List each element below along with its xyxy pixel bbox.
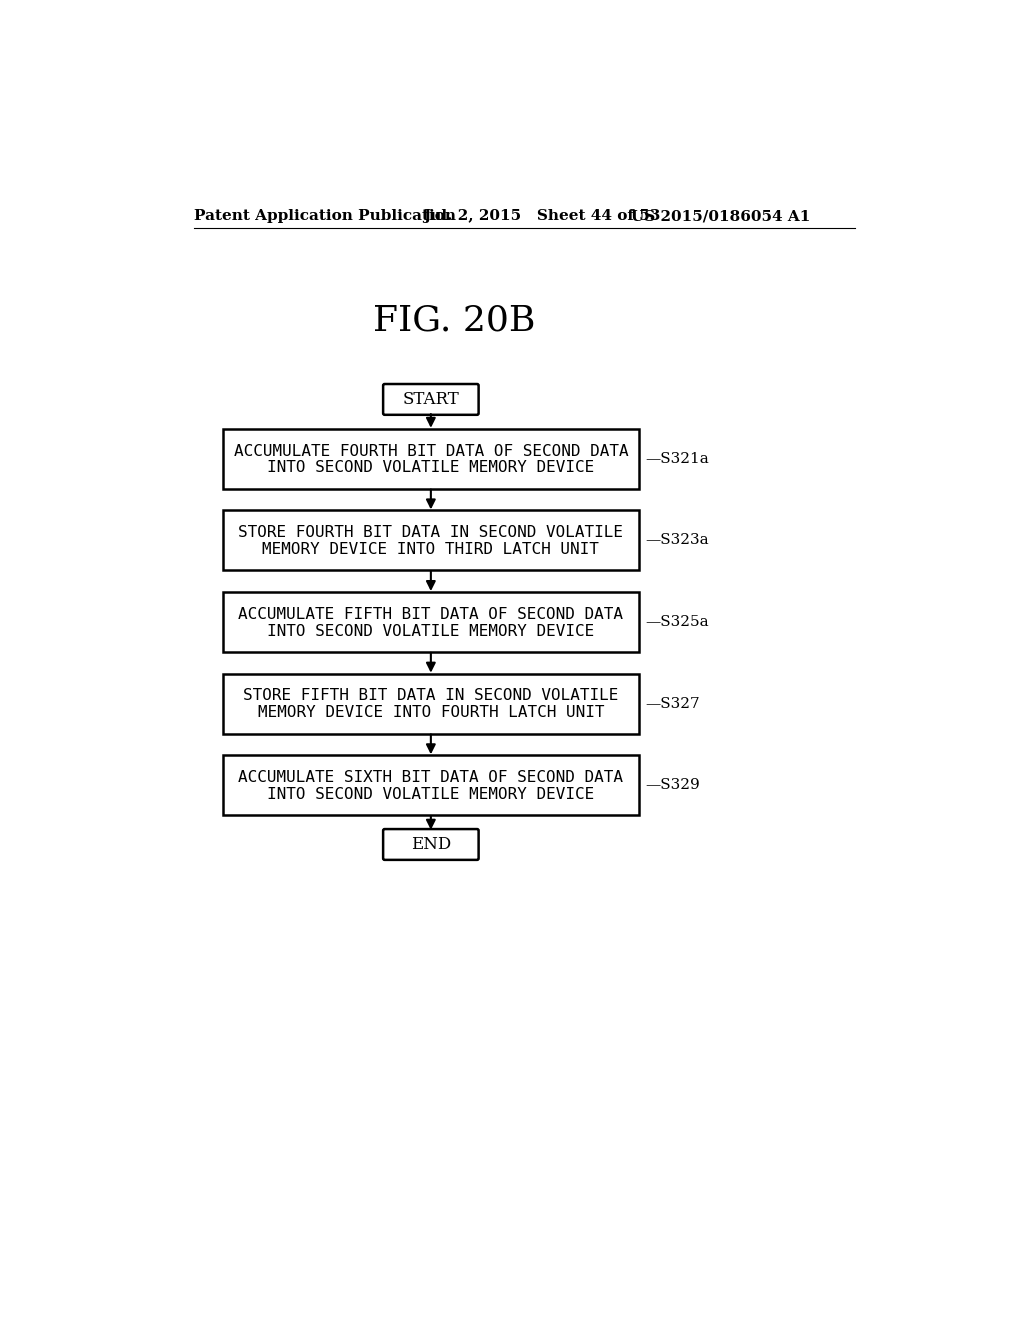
Text: —S323a: —S323a: [645, 533, 709, 548]
Text: Patent Application Publication: Patent Application Publication: [195, 209, 457, 223]
Text: —S325a: —S325a: [645, 615, 709, 628]
Text: —S329: —S329: [645, 779, 699, 792]
Text: —S321a: —S321a: [645, 451, 709, 466]
Text: Jul. 2, 2015   Sheet 44 of 53: Jul. 2, 2015 Sheet 44 of 53: [423, 209, 660, 223]
FancyBboxPatch shape: [223, 673, 639, 734]
Text: MEMORY DEVICE INTO THIRD LATCH UNIT: MEMORY DEVICE INTO THIRD LATCH UNIT: [262, 543, 599, 557]
Text: FIG. 20B: FIG. 20B: [373, 304, 536, 337]
Text: ACCUMULATE FOURTH BIT DATA OF SECOND DATA: ACCUMULATE FOURTH BIT DATA OF SECOND DAT…: [233, 444, 628, 458]
Text: US 2015/0186054 A1: US 2015/0186054 A1: [631, 209, 810, 223]
Text: MEMORY DEVICE INTO FOURTH LATCH UNIT: MEMORY DEVICE INTO FOURTH LATCH UNIT: [258, 705, 604, 721]
Text: END: END: [411, 836, 451, 853]
Text: INTO SECOND VOLATILE MEMORY DEVICE: INTO SECOND VOLATILE MEMORY DEVICE: [267, 787, 595, 803]
Text: START: START: [402, 391, 459, 408]
FancyBboxPatch shape: [223, 429, 639, 488]
Text: INTO SECOND VOLATILE MEMORY DEVICE: INTO SECOND VOLATILE MEMORY DEVICE: [267, 623, 595, 639]
Text: STORE FIFTH BIT DATA IN SECOND VOLATILE: STORE FIFTH BIT DATA IN SECOND VOLATILE: [243, 688, 618, 704]
Text: —S327: —S327: [645, 697, 699, 710]
FancyBboxPatch shape: [223, 755, 639, 816]
Text: ACCUMULATE FIFTH BIT DATA OF SECOND DATA: ACCUMULATE FIFTH BIT DATA OF SECOND DATA: [239, 607, 624, 622]
Text: STORE FOURTH BIT DATA IN SECOND VOLATILE: STORE FOURTH BIT DATA IN SECOND VOLATILE: [239, 525, 624, 540]
FancyBboxPatch shape: [223, 591, 639, 652]
FancyBboxPatch shape: [383, 829, 478, 859]
Text: INTO SECOND VOLATILE MEMORY DEVICE: INTO SECOND VOLATILE MEMORY DEVICE: [267, 461, 595, 475]
Text: ACCUMULATE SIXTH BIT DATA OF SECOND DATA: ACCUMULATE SIXTH BIT DATA OF SECOND DATA: [239, 770, 624, 785]
FancyBboxPatch shape: [383, 384, 478, 414]
FancyBboxPatch shape: [223, 511, 639, 570]
